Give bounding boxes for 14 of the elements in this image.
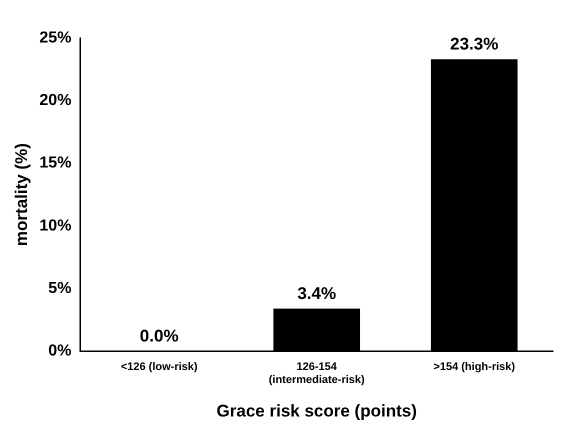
y-tick-label: 15% [39, 154, 72, 172]
data-label: 0.0% [140, 326, 179, 346]
x-tick-label: 126-154 (intermediate-risk) [268, 360, 366, 386]
data-label: 3.4% [297, 284, 336, 303]
x-axis-title: Grace risk score (points) [216, 401, 417, 420]
y-axis-title: mortality (%) [12, 143, 31, 246]
x-tick-label: <126 (low-risk) [120, 360, 198, 373]
y-tick-label: 0% [48, 342, 72, 360]
y-tick-label: 20% [39, 92, 72, 110]
y-tick-label: 5% [48, 280, 72, 297]
y-tick-label: 10% [39, 217, 72, 234]
y-tick-label: 25% [39, 29, 72, 46]
data-label: 23.3% [450, 34, 498, 54]
x-tick-label: >154 (high-risk) [433, 360, 516, 373]
